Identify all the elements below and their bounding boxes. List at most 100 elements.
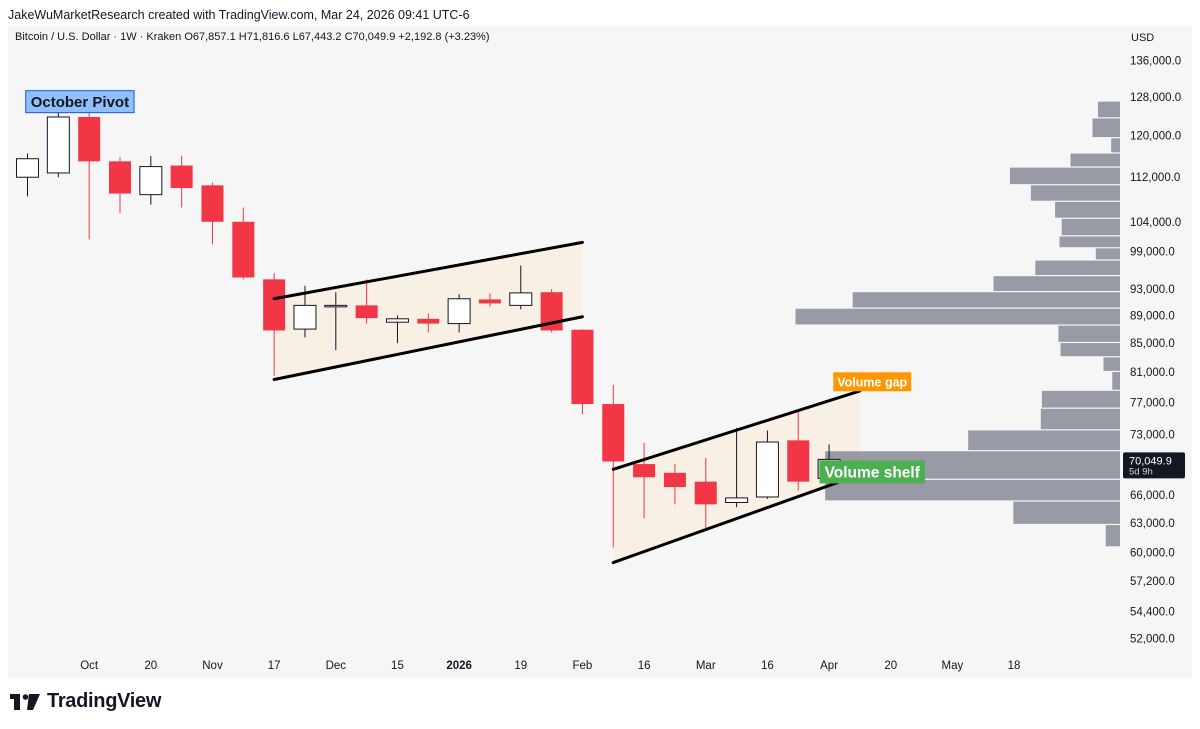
volume-profile-bar	[852, 292, 1120, 308]
candle-body	[602, 404, 625, 462]
candle-body	[170, 165, 193, 189]
candle-body	[663, 472, 686, 488]
x-axis-tick-label: 17	[268, 660, 281, 672]
volume-profile-bar	[1112, 372, 1120, 390]
annotation-orange: Volume gap	[833, 372, 912, 392]
x-axis-tick-label: 18	[1008, 660, 1021, 672]
candle-body	[755, 441, 779, 498]
y-axis-tick-label: 128,000.0	[1130, 92, 1181, 104]
volume-profile-bar	[1103, 357, 1120, 371]
volume-profile-bar	[825, 479, 1120, 501]
volume-profile-bar	[1030, 185, 1120, 201]
annotation-text: October Pivot	[31, 94, 129, 111]
candle-body	[787, 440, 810, 482]
channel-fill	[274, 242, 583, 380]
candle-body	[78, 117, 101, 162]
x-axis-tick-label: Nov	[202, 660, 223, 672]
y-axis-tick-label: 120,000.0	[1130, 131, 1181, 143]
y-axis-tick-label: 112,000.0	[1130, 172, 1180, 184]
volume-profile-bar	[1035, 260, 1120, 275]
channel-trendline	[272, 240, 584, 301]
volume-profile-bar	[1070, 153, 1120, 167]
candle-body	[447, 298, 471, 325]
volume-profile-bar	[1058, 325, 1120, 342]
y-axis-tick-label: 93,000.0	[1130, 284, 1175, 296]
candle-body	[725, 497, 749, 503]
last-price-value: 70,049.9	[1129, 455, 1172, 467]
candle-body	[478, 299, 501, 304]
volume-profile-bar	[1059, 236, 1120, 248]
y-axis-tick-label: 85,000.0	[1130, 338, 1175, 350]
candle-body	[324, 304, 348, 308]
x-axis-tick-label: Feb	[573, 660, 593, 672]
y-axis-tick-label: 73,000.0	[1130, 430, 1175, 442]
y-axis-tick-label: 99,000.0	[1130, 246, 1175, 258]
brand-name: TradingView	[47, 690, 162, 712]
y-axis-tick-label: 136,000.0	[1130, 56, 1181, 68]
candle-body	[385, 318, 409, 323]
x-axis-tick-label: Apr	[820, 660, 838, 672]
currency-label[interactable]: USD	[1131, 32, 1155, 44]
volume-profile-bar	[1092, 118, 1120, 138]
candle-body	[46, 116, 70, 174]
x-axis-tick-label: 20	[144, 660, 157, 672]
candle-body	[293, 304, 317, 330]
chart-frame	[8, 26, 1192, 678]
annotation-blue: October Pivot	[25, 90, 135, 114]
volume-profile-bar	[1055, 201, 1120, 218]
x-axis-tick-label: Mar	[696, 660, 716, 672]
annotation-box	[833, 372, 912, 392]
volume-profile-bar	[993, 276, 1120, 292]
last-price-badge	[1123, 452, 1185, 479]
candle-body	[633, 464, 656, 478]
y-axis-tick-label: 57,200.0	[1130, 576, 1175, 588]
x-axis-tick-label: 16	[761, 660, 774, 672]
x-axis-tick-label: 2026	[446, 660, 472, 672]
volume-profile-bar	[1061, 218, 1120, 236]
volume-profile-bar	[1111, 138, 1120, 153]
candle-body	[509, 292, 533, 306]
brand-logo[interactable]: TradingView	[10, 690, 161, 713]
channel-trendline	[272, 315, 584, 382]
volume-profile-bar	[795, 308, 1120, 325]
annotation-box	[819, 460, 925, 484]
volume-profile-bar	[1010, 167, 1120, 185]
y-axis-tick-label: 104,000.0	[1130, 217, 1181, 229]
volume-profile-bar	[1013, 501, 1120, 524]
volume-profile-bar	[968, 430, 1120, 451]
x-axis-tick-label: 19	[514, 660, 527, 672]
candle-body	[263, 279, 286, 331]
volume-profile-bar	[1040, 408, 1120, 430]
annotation-text: Volume gap	[837, 375, 907, 389]
last-price-countdown: 5d 9h	[1129, 466, 1153, 477]
candle-body	[694, 481, 717, 505]
x-axis-tick-label: 15	[391, 660, 404, 672]
candle-body	[139, 166, 163, 196]
volume-profile-bar	[1098, 101, 1120, 118]
annotation-box	[25, 90, 135, 114]
annotation-text: Volume shelf	[825, 465, 921, 482]
candle-body	[16, 158, 39, 178]
candle-body	[355, 305, 378, 319]
candle-body	[201, 185, 224, 222]
volume-profile-bar	[1095, 248, 1120, 260]
x-axis-tick-label: Dec	[326, 660, 347, 672]
y-axis-tick-label: 77,000.0	[1130, 397, 1175, 409]
annotation-green: Volume shelf	[819, 460, 925, 484]
y-axis-tick-label: 52,000.0	[1130, 634, 1175, 646]
y-axis-tick-label: 66,000.0	[1130, 490, 1175, 502]
header-caption: JakeWuMarketResearch created with Tradin…	[8, 8, 470, 22]
channel-trendline	[611, 473, 862, 565]
y-axis-tick-label: 63,000.0	[1130, 518, 1175, 530]
y-axis-tick-label: 81,000.0	[1130, 367, 1175, 379]
volume-profile-bar	[1060, 343, 1120, 357]
volume-profile-bar	[1105, 525, 1120, 547]
channel-trendline	[611, 389, 862, 471]
candle-body	[108, 161, 131, 194]
candle-body	[571, 329, 594, 405]
volume-profile-bar	[1041, 390, 1120, 408]
y-axis-tick-label: 60,000.0	[1130, 547, 1175, 559]
y-axis-tick-label: 89,000.0	[1130, 310, 1175, 322]
x-axis-tick-label: 16	[638, 660, 651, 672]
